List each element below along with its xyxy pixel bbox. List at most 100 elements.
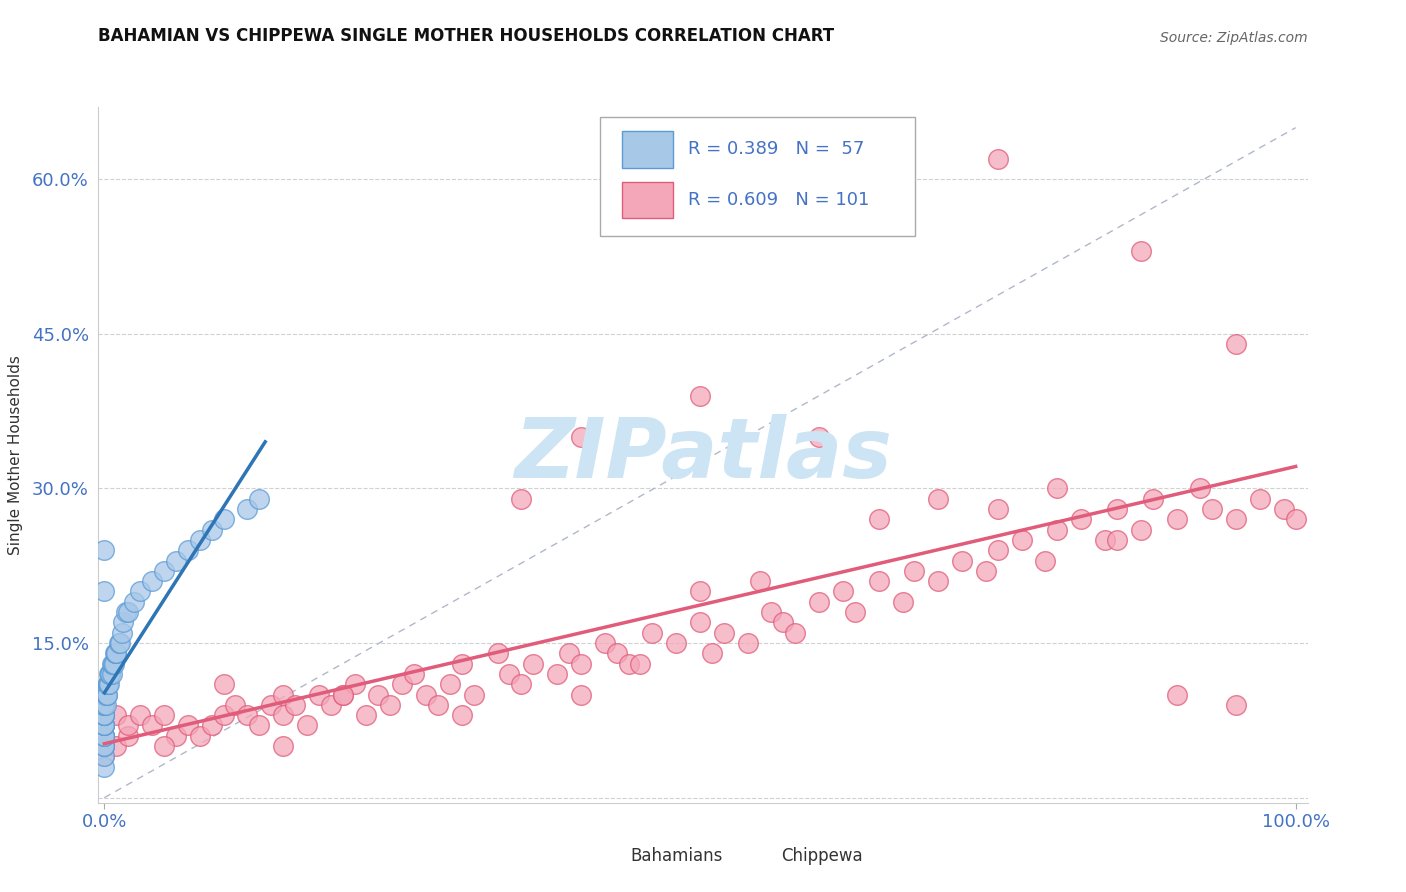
Point bbox=[200, 718, 222, 732]
Point bbox=[98, 667, 121, 681]
Point bbox=[569, 657, 592, 671]
FancyBboxPatch shape bbox=[600, 118, 915, 235]
Point bbox=[98, 667, 121, 681]
Point bbox=[510, 491, 533, 506]
FancyBboxPatch shape bbox=[737, 841, 776, 871]
Point bbox=[522, 657, 544, 671]
Point bbox=[356, 708, 378, 723]
Point bbox=[1094, 533, 1116, 547]
Point bbox=[1035, 553, 1057, 567]
Point bbox=[93, 688, 115, 702]
Point bbox=[593, 636, 616, 650]
Point bbox=[93, 708, 115, 723]
Point bbox=[271, 708, 294, 723]
Point bbox=[343, 677, 366, 691]
Point bbox=[112, 615, 135, 630]
Point bbox=[569, 688, 592, 702]
FancyBboxPatch shape bbox=[586, 841, 624, 871]
Text: Chippewa: Chippewa bbox=[782, 847, 863, 864]
Point bbox=[117, 605, 139, 619]
Point bbox=[558, 646, 581, 660]
Point bbox=[153, 564, 176, 578]
Text: Source: ZipAtlas.com: Source: ZipAtlas.com bbox=[1160, 30, 1308, 45]
Point bbox=[974, 564, 997, 578]
Point bbox=[103, 657, 125, 671]
Point bbox=[96, 688, 118, 702]
Point bbox=[94, 698, 117, 712]
Point bbox=[104, 646, 127, 660]
Point bbox=[93, 729, 115, 743]
Point bbox=[332, 688, 354, 702]
Text: R = 0.389   N =  57: R = 0.389 N = 57 bbox=[689, 140, 865, 159]
Point bbox=[1129, 244, 1152, 259]
Point bbox=[332, 688, 354, 702]
Point bbox=[1046, 482, 1069, 496]
Point bbox=[700, 646, 723, 660]
Point bbox=[98, 667, 121, 681]
Point bbox=[105, 708, 128, 723]
Point bbox=[404, 667, 426, 681]
Point bbox=[380, 698, 402, 712]
Point bbox=[117, 729, 139, 743]
Point bbox=[689, 389, 711, 403]
Point bbox=[439, 677, 461, 691]
Point bbox=[391, 677, 413, 691]
Point bbox=[141, 718, 163, 732]
Point bbox=[165, 553, 187, 567]
Point bbox=[93, 718, 115, 732]
Point bbox=[111, 625, 134, 640]
Point bbox=[1129, 523, 1152, 537]
Point bbox=[93, 708, 115, 723]
Point bbox=[129, 708, 152, 723]
Text: Bahamians: Bahamians bbox=[630, 847, 723, 864]
Text: BAHAMIAN VS CHIPPEWA SINGLE MOTHER HOUSEHOLDS CORRELATION CHART: BAHAMIAN VS CHIPPEWA SINGLE MOTHER HOUSE… bbox=[98, 27, 835, 45]
Point bbox=[987, 502, 1010, 516]
Point bbox=[748, 203, 770, 218]
Point bbox=[987, 543, 1010, 558]
Point bbox=[713, 625, 735, 640]
Point bbox=[153, 708, 176, 723]
Point bbox=[100, 657, 122, 671]
Point bbox=[1225, 698, 1247, 712]
Point bbox=[100, 667, 122, 681]
Point bbox=[93, 718, 115, 732]
Point bbox=[1166, 688, 1188, 702]
Point bbox=[98, 677, 121, 691]
Point bbox=[93, 739, 115, 753]
Point bbox=[868, 574, 890, 589]
Point bbox=[105, 739, 128, 753]
Point bbox=[284, 698, 307, 712]
Point bbox=[1272, 502, 1295, 516]
Point bbox=[93, 760, 115, 774]
Point bbox=[510, 677, 533, 691]
Point bbox=[93, 729, 115, 743]
Point bbox=[93, 698, 115, 712]
Point bbox=[808, 430, 831, 444]
Point bbox=[1046, 523, 1069, 537]
Point bbox=[93, 739, 115, 753]
Point bbox=[1285, 512, 1308, 526]
Point bbox=[93, 584, 115, 599]
Point bbox=[122, 595, 145, 609]
Point bbox=[93, 718, 115, 732]
Point bbox=[1225, 337, 1247, 351]
Point bbox=[486, 646, 509, 660]
Point bbox=[93, 708, 115, 723]
Point bbox=[1142, 491, 1164, 506]
Point bbox=[630, 657, 652, 671]
Point bbox=[188, 729, 211, 743]
Point bbox=[950, 553, 973, 567]
Point bbox=[737, 636, 759, 650]
Text: ZIPatlas: ZIPatlas bbox=[515, 415, 891, 495]
Point bbox=[247, 718, 270, 732]
Point bbox=[1225, 512, 1247, 526]
Point bbox=[772, 615, 794, 630]
Point bbox=[927, 491, 949, 506]
Point bbox=[450, 657, 472, 671]
Point bbox=[689, 584, 711, 599]
Point bbox=[1189, 482, 1212, 496]
Point bbox=[177, 543, 200, 558]
Point bbox=[1249, 491, 1271, 506]
Point bbox=[101, 657, 124, 671]
Point bbox=[247, 491, 270, 506]
